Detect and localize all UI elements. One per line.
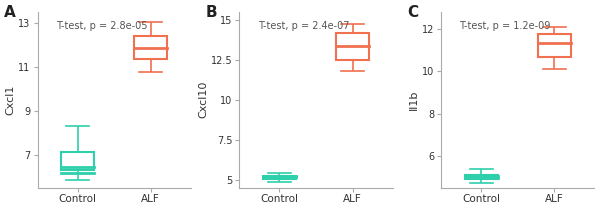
Y-axis label: Cxcl10: Cxcl10 [198, 81, 208, 118]
Y-axis label: Il1b: Il1b [409, 90, 419, 110]
Bar [263, 176, 296, 179]
Bar [465, 175, 497, 180]
Bar [336, 33, 369, 60]
Text: T-test, p = 2.4e-07: T-test, p = 2.4e-07 [257, 21, 349, 31]
Bar [538, 34, 571, 58]
Bar [134, 36, 167, 59]
Text: C: C [407, 5, 418, 20]
Y-axis label: Cxcl1: Cxcl1 [5, 85, 16, 115]
Bar [61, 152, 94, 170]
Text: A: A [4, 5, 16, 20]
Text: T-test, p = 1.2e-09: T-test, p = 1.2e-09 [460, 21, 551, 31]
Text: T-test, p = 2.8e-05: T-test, p = 2.8e-05 [56, 21, 148, 31]
Text: B: B [206, 5, 217, 20]
